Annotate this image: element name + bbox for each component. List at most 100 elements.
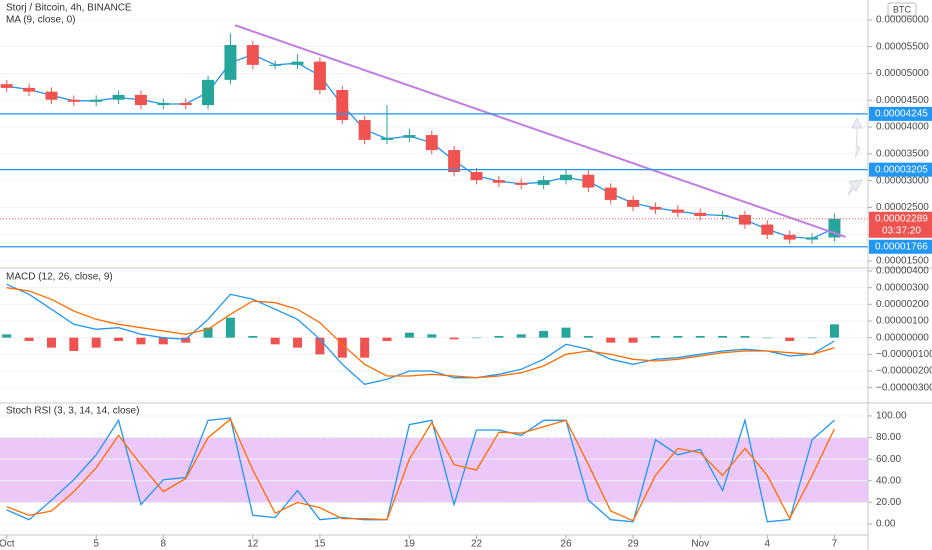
y-tick-label: 0.00000000 [876, 332, 929, 343]
histogram-bar [718, 336, 728, 338]
candle-body [358, 120, 371, 140]
histogram-bar [695, 336, 705, 338]
x-tick-label: 4 [765, 539, 771, 550]
x-tick-label: Oct [0, 539, 15, 550]
histogram-bar [136, 337, 146, 345]
arrow-icon [847, 179, 863, 196]
candle-body [582, 174, 595, 188]
y-tick-label: 0.00000400 [876, 266, 929, 277]
x-tick-label: 22 [471, 539, 483, 550]
y-tick-label: 80.00 [876, 432, 901, 443]
histogram-bar [807, 337, 817, 339]
histogram-bar [427, 334, 437, 338]
histogram-bar [203, 327, 213, 338]
histogram-bar [91, 337, 101, 348]
y-tick-label: −0.00000300 [876, 382, 932, 393]
histogram-bar [181, 337, 191, 343]
x-tick-label: 15 [314, 539, 326, 550]
y-tick-label: 0.00005000 [876, 68, 929, 79]
trend-line [234, 24, 846, 238]
histogram-bar [382, 337, 392, 341]
candle-body [45, 91, 58, 100]
candle-body [291, 61, 304, 65]
histogram-bar [673, 336, 683, 338]
histogram-bar [158, 337, 168, 345]
level-label-bg [869, 106, 932, 121]
histogram-bar [829, 324, 839, 338]
candle-body [202, 79, 215, 106]
histogram-bar [360, 337, 370, 358]
candle-body [0, 84, 13, 88]
candle-body [694, 212, 707, 217]
series-line [6, 417, 835, 523]
candle-body [224, 45, 237, 80]
histogram-bar [2, 334, 12, 338]
y-tick-label: 0.00006000 [876, 14, 929, 25]
candle-body [515, 182, 528, 185]
candle-body [559, 174, 572, 181]
candle-body [381, 137, 394, 140]
histogram-bar [449, 337, 459, 340]
last-price-label: 0.00002289 [875, 213, 928, 224]
y-tick-label: 0.00003000 [876, 175, 929, 186]
histogram-bar [606, 337, 616, 343]
histogram-bar [762, 337, 772, 339]
histogram-bar [24, 337, 34, 341]
level-label-bg [869, 162, 932, 177]
candle-body [179, 102, 192, 106]
candle-body [649, 206, 662, 210]
candle-body [671, 209, 684, 213]
pane-title: Stoch RSI (3, 3, 14, 14, close) [6, 406, 139, 417]
histogram-bar [225, 317, 235, 338]
histogram-bar [516, 334, 526, 338]
series-line [6, 283, 835, 386]
candle-body [806, 237, 819, 240]
last-price-bg [869, 211, 932, 238]
candle-body [627, 199, 640, 207]
histogram-bar [337, 337, 347, 358]
pane-title: MACD (12, 26, close, 9) [6, 272, 113, 283]
y-tick-label: −0.00000100 [876, 349, 932, 360]
candle-body [425, 135, 438, 151]
y-tick-label: 0.00003500 [876, 148, 929, 159]
histogram-bar [628, 337, 638, 343]
level-label-bg [869, 239, 932, 254]
histogram-bar [650, 336, 660, 338]
countdown: 03:37:20 [882, 225, 921, 236]
y-tick-label: 0.00002500 [876, 202, 929, 213]
chart-title: Storj / Bitcoin, 4h, BINANCE [6, 3, 132, 14]
histogram-bar [69, 337, 79, 351]
candle-body [761, 224, 774, 235]
y-tick-label: 0.00000300 [876, 282, 929, 293]
candle-body [23, 87, 36, 92]
level-label: 0.00004245 [875, 109, 928, 120]
candle-body [448, 150, 461, 173]
candle-body [112, 94, 125, 100]
candle-body [313, 61, 326, 91]
candle-body [783, 234, 796, 240]
histogram-bar [114, 337, 124, 341]
histogram-bar [561, 327, 571, 338]
candle-body [537, 180, 550, 185]
x-tick-label: 5 [93, 539, 99, 550]
candle-body [403, 135, 416, 138]
histogram-bar [785, 337, 795, 341]
histogram-bar [315, 337, 325, 355]
candle-body [157, 102, 170, 106]
x-tick-label: 7 [832, 539, 838, 550]
y-tick-label: 0.00000100 [876, 316, 929, 327]
histogram-bar [583, 336, 593, 338]
series-line [6, 287, 835, 379]
y-tick-label: 0.00004000 [876, 122, 929, 133]
series-line [6, 418, 835, 522]
level-label: 0.00003205 [875, 164, 928, 175]
histogram-bar [248, 336, 258, 338]
candle-body [470, 172, 483, 181]
y-tick-label: −0.00000200 [876, 366, 932, 377]
x-tick-label: Nov [691, 539, 709, 550]
candle-body [134, 94, 147, 106]
candle-body [738, 214, 751, 225]
candle-body [67, 99, 80, 102]
histogram-bar [293, 337, 303, 348]
